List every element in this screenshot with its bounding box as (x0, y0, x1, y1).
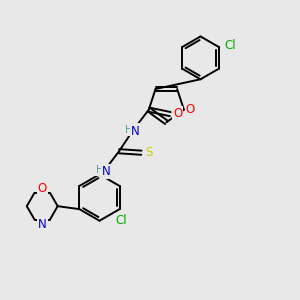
Text: N: N (131, 124, 140, 137)
Text: H: H (96, 165, 103, 175)
Text: Cl: Cl (115, 214, 127, 227)
Text: O: O (186, 103, 195, 116)
Text: H: H (125, 125, 132, 135)
Text: O: O (38, 182, 47, 195)
Text: N: N (102, 165, 111, 178)
Text: Cl: Cl (224, 39, 236, 52)
Text: O: O (173, 107, 182, 120)
Text: S: S (145, 146, 152, 159)
Text: N: N (38, 218, 46, 230)
